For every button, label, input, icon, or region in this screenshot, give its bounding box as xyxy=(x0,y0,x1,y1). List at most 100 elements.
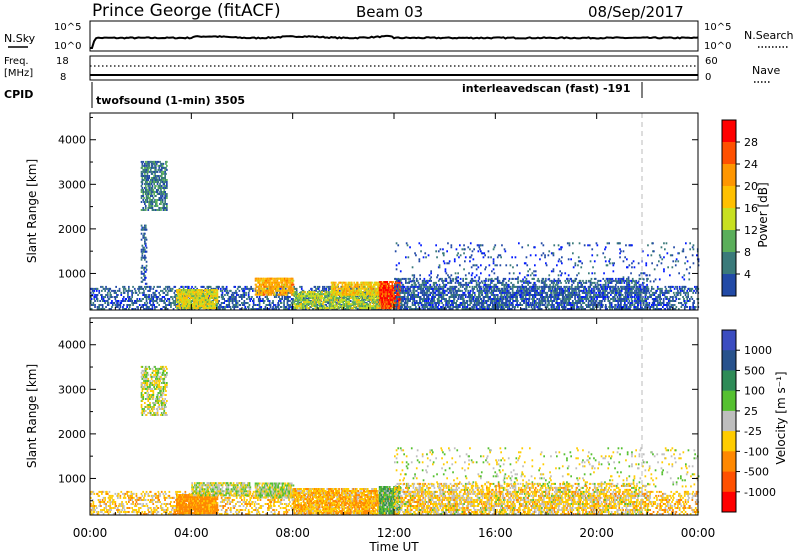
data-cell xyxy=(278,304,280,306)
data-cell xyxy=(148,166,150,169)
data-cell xyxy=(671,296,673,298)
data-cell xyxy=(604,287,607,290)
data-cell xyxy=(166,160,168,163)
data-cell xyxy=(305,293,307,296)
data-cell xyxy=(164,191,166,193)
data-cell xyxy=(339,305,341,308)
freq-panel-frame xyxy=(89,55,699,81)
data-cell xyxy=(153,183,155,185)
data-cell xyxy=(261,289,264,292)
data-cell xyxy=(233,308,236,310)
data-cell xyxy=(140,300,143,302)
data-cell xyxy=(285,306,288,308)
data-cell xyxy=(263,287,266,290)
data-cell xyxy=(653,291,656,294)
data-cell xyxy=(166,287,169,290)
data-cell xyxy=(298,305,301,308)
data-cell xyxy=(292,298,295,300)
data-cell xyxy=(311,287,313,290)
data-cell xyxy=(285,289,287,292)
data-cell xyxy=(296,295,298,298)
data-cell xyxy=(674,296,677,298)
data-cell xyxy=(340,285,343,288)
data-cell xyxy=(277,285,280,288)
data-cell xyxy=(118,289,121,292)
data-cell xyxy=(223,302,225,304)
data-cell xyxy=(196,287,198,290)
data-cell xyxy=(128,300,130,302)
data-cell xyxy=(361,301,363,304)
data-cell xyxy=(401,304,403,306)
data-cell xyxy=(311,291,313,294)
data-cell xyxy=(235,304,238,306)
data-cell xyxy=(204,307,207,310)
data-cell xyxy=(313,301,316,304)
data-cell xyxy=(143,268,145,271)
data-cell xyxy=(118,287,121,290)
data-cell xyxy=(260,306,263,308)
data-cell xyxy=(163,203,166,205)
data-cell xyxy=(281,293,284,296)
data-cell xyxy=(343,293,345,296)
data-cell xyxy=(673,304,676,306)
data-cell xyxy=(511,308,513,310)
data-cell xyxy=(468,285,471,288)
data-cell xyxy=(429,308,431,310)
data-cell xyxy=(147,191,150,193)
data-cell xyxy=(269,283,271,286)
data-cell xyxy=(155,168,157,171)
data-cell xyxy=(217,287,220,290)
data-cell xyxy=(142,199,145,201)
data-cell xyxy=(187,287,189,290)
data-cell xyxy=(370,297,372,300)
data-cell xyxy=(164,195,166,197)
data-cell xyxy=(534,296,537,298)
data-cell xyxy=(661,289,663,292)
data-cell xyxy=(249,287,252,290)
data-cell xyxy=(277,306,279,308)
data-cell xyxy=(428,289,430,292)
data-cell xyxy=(247,294,250,296)
data-cell xyxy=(146,306,149,308)
data-cell xyxy=(586,294,589,296)
data-cell xyxy=(692,308,694,310)
data-cell xyxy=(129,289,132,292)
data-cell xyxy=(160,199,163,201)
data-cell xyxy=(307,307,310,310)
data-cell xyxy=(668,298,671,300)
data-cell xyxy=(345,307,348,310)
data-cell xyxy=(267,281,269,284)
data-cell xyxy=(316,307,318,310)
data-cell xyxy=(609,306,612,308)
data-cell xyxy=(587,304,590,306)
data-cell xyxy=(611,306,613,308)
data-cell xyxy=(150,296,153,298)
data-cell xyxy=(505,296,508,298)
data-cell xyxy=(377,307,379,310)
data-cell xyxy=(545,291,548,294)
data-cell xyxy=(654,298,657,300)
data-cell xyxy=(324,299,327,302)
data-cell xyxy=(214,301,217,304)
data-cell xyxy=(209,293,212,296)
data-cell xyxy=(476,300,479,302)
data-cell xyxy=(367,296,370,298)
data-cell xyxy=(238,300,241,302)
data-cell xyxy=(213,287,215,290)
data-cell xyxy=(151,300,154,302)
data-cell xyxy=(465,308,468,310)
data-cell xyxy=(243,289,246,292)
data-cell xyxy=(182,299,184,302)
data-cell xyxy=(660,291,662,294)
data-cell xyxy=(235,296,237,298)
data-cell xyxy=(665,291,667,294)
data-cell xyxy=(145,300,148,302)
data-cell xyxy=(269,281,271,284)
data-cell xyxy=(485,302,488,304)
data-cell xyxy=(111,300,113,302)
data-cell xyxy=(578,285,581,288)
data-cell xyxy=(159,197,161,199)
data-cell xyxy=(106,296,109,298)
data-cell xyxy=(323,285,326,288)
data-cell xyxy=(296,291,298,294)
